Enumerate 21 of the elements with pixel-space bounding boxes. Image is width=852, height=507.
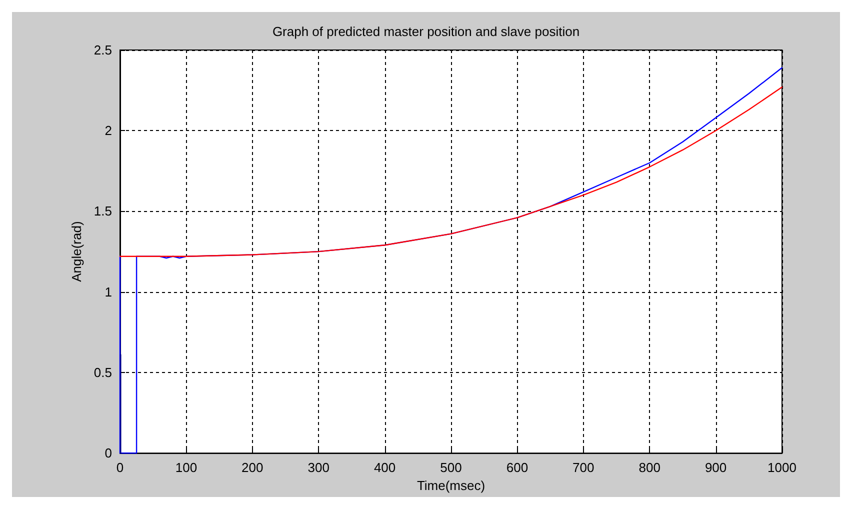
x-tick-label: 400	[374, 460, 396, 476]
y-tick-label: 0	[104, 446, 112, 461]
y-axis-title: Angle(rad)	[69, 221, 84, 282]
x-tick-label: 0	[116, 460, 124, 476]
x-tick-label: 100	[175, 460, 198, 476]
y-tick-label: 0.5	[94, 364, 112, 380]
x-tick-label: 200	[242, 460, 264, 476]
y-tick-label: 2	[104, 123, 112, 138]
x-tick-label: 500	[440, 460, 462, 476]
y-tick-label: 2.5	[94, 42, 112, 58]
x-tick-label: 700	[572, 460, 594, 476]
x-tick-label: 900	[704, 460, 727, 476]
x-tick-label: 800	[638, 460, 660, 476]
chart-title: Graph of predicted master position and slave position	[272, 24, 580, 39]
x-tick-label: 300	[308, 460, 330, 476]
x-tick-label: 1000	[768, 460, 796, 476]
line-series	[119, 86, 783, 257]
y-tick-label: 1	[104, 284, 112, 300]
x-tick-label: 600	[506, 460, 528, 476]
x-axis-title: Time(msec)	[416, 478, 486, 493]
y-tick-label: 1.5	[94, 204, 112, 219]
